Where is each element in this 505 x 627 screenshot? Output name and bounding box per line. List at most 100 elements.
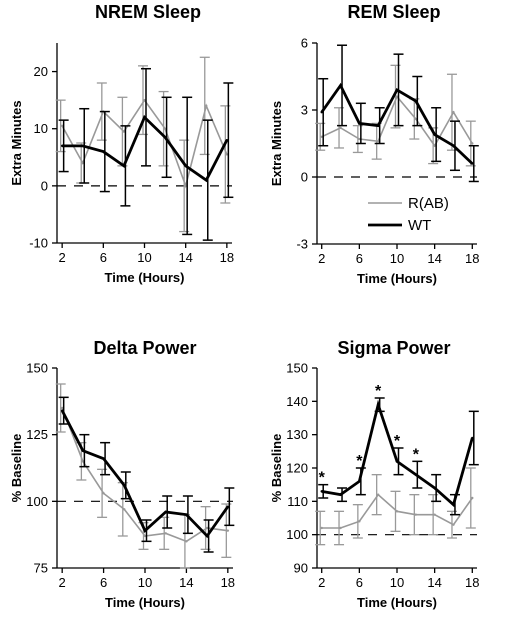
data-point	[376, 140, 380, 143]
chart-panel-2: REM Sleep -3 0 3 6 2 6 10 14 18 Time (Hours) Extra …	[269, 2, 480, 286]
x-tick-label: 2	[59, 250, 66, 265]
x-tick-label: 10	[390, 575, 404, 590]
x-tick-label: 10	[137, 250, 151, 265]
data-point	[395, 88, 399, 92]
x-tick-label: 10	[390, 251, 404, 266]
y-tick-label: -10	[29, 236, 48, 251]
x-axis-label: Time (Hours)	[105, 595, 185, 610]
series-wt	[58, 67, 234, 241]
significance-star: *	[356, 453, 363, 470]
data-point	[205, 104, 208, 108]
series-wt	[58, 396, 235, 553]
data-point	[433, 486, 436, 490]
x-tick-label: 2	[318, 251, 325, 266]
data-point	[452, 144, 455, 147]
data-point	[225, 153, 229, 156]
y-tick-label: 3	[301, 103, 308, 118]
series-line	[61, 407, 228, 543]
y-tick-label: 90	[294, 561, 308, 576]
x-tick-label: 18	[220, 250, 234, 265]
data-point	[226, 505, 230, 508]
data-point	[339, 126, 342, 130]
series-r-ab-	[55, 56, 231, 233]
chart-panel-4: Sigma Power 90 100 110 120 130 140 150 2 6 10 14 18 T…	[269, 338, 480, 610]
y-tick-label: 125	[26, 427, 48, 442]
x-axis-label: Time (Hours)	[105, 270, 185, 285]
series-line	[321, 399, 474, 508]
x-tick-label: 14	[179, 575, 193, 590]
x-tick-label: 18	[465, 251, 479, 266]
data-point	[225, 138, 229, 142]
data-point	[339, 84, 342, 87]
data-point	[414, 99, 418, 103]
data-point	[339, 526, 342, 530]
y-axis-label: % Baseline	[9, 434, 24, 503]
chart-panel-3: Delta Power 75 100 125 150 2 6 10 14 18 Time (Hour…	[9, 338, 235, 610]
chart-title: NREM Sleep	[95, 2, 201, 22]
y-tick-label: 130	[286, 427, 308, 442]
data-point	[320, 490, 323, 493]
data-point	[163, 127, 167, 130]
series-line	[321, 95, 473, 148]
data-point	[143, 534, 147, 538]
data-point	[452, 503, 455, 506]
y-tick-label: 6	[301, 36, 308, 51]
data-point	[60, 144, 64, 148]
data-point	[358, 122, 361, 125]
series-line	[62, 114, 229, 183]
data-point	[143, 98, 146, 102]
data-point	[452, 523, 455, 526]
data-point	[123, 508, 126, 511]
x-tick-label: 6	[356, 251, 363, 266]
data-point	[123, 484, 126, 487]
data-point	[164, 532, 167, 535]
y-tick-label: -3	[296, 237, 308, 252]
data-point	[471, 162, 474, 165]
series-wt	[318, 397, 479, 516]
data-point	[433, 133, 436, 136]
data-point	[358, 520, 361, 523]
x-tick-label: 2	[59, 575, 66, 590]
series-r-ab-	[55, 383, 232, 569]
x-tick-label: 14	[427, 251, 441, 266]
series-r-ab-	[315, 467, 476, 546]
data-point	[184, 184, 187, 188]
series-line	[61, 98, 228, 189]
significance-star: *	[413, 446, 420, 463]
y-tick-label: 10	[34, 121, 48, 136]
x-tick-label: 10	[138, 575, 152, 590]
data-point	[122, 130, 126, 133]
y-tick-label: 75	[34, 561, 48, 576]
legend-label: WT	[408, 217, 431, 234]
data-point	[358, 480, 361, 483]
significance-star: *	[394, 433, 401, 450]
data-point	[358, 137, 361, 141]
data-point	[433, 144, 436, 147]
data-point	[339, 493, 342, 496]
data-point	[205, 534, 209, 538]
data-point	[395, 510, 399, 513]
data-point	[205, 526, 209, 530]
y-tick-label: 100	[26, 494, 48, 509]
y-tick-label: 140	[286, 394, 308, 409]
series-r-ab-	[315, 64, 476, 167]
x-tick-label: 18	[221, 575, 235, 590]
data-point	[471, 496, 474, 500]
data-point	[102, 150, 105, 153]
data-point	[122, 164, 126, 168]
chart-panel-1: NREM Sleep -10 0 10 20 2 6 10 14 18 Time (Hours) Ex…	[9, 2, 234, 285]
y-tick-label: 0	[301, 170, 308, 185]
data-point	[205, 178, 208, 182]
y-tick-label: 20	[34, 64, 48, 79]
significance-star: *	[375, 383, 382, 400]
y-axis-label: % Baseline	[269, 434, 284, 503]
legend: R(AB) WT	[368, 195, 449, 234]
data-point	[376, 124, 380, 127]
chart-title: Sigma Power	[337, 338, 450, 358]
chart-title: REM Sleep	[347, 2, 440, 22]
series-line	[60, 410, 229, 539]
data-point	[414, 473, 418, 476]
data-point	[376, 403, 380, 406]
y-tick-label: 120	[286, 461, 308, 476]
